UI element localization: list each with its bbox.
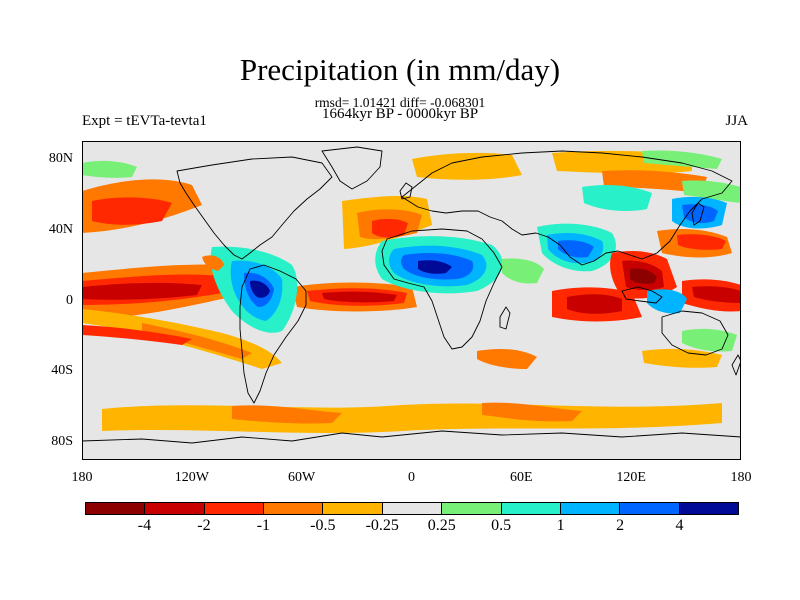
- south-america-coast: [239, 264, 307, 404]
- lon-tick-label: 180: [730, 470, 752, 485]
- precipitation-map: [82, 141, 741, 460]
- colorbar-label: 0.5: [491, 517, 512, 534]
- eurasia-coast: [401, 150, 733, 266]
- colorbar-label: -2: [197, 517, 211, 534]
- lon-tick-label: 60E: [510, 470, 533, 485]
- colorbar-label: -4: [137, 517, 152, 534]
- colorbar-swatch: [679, 503, 738, 514]
- colorbar-swatch: [323, 503, 383, 514]
- lon-tick-label: 120W: [174, 470, 209, 485]
- japan-coast: [691, 202, 705, 226]
- new-zealand-coast: [731, 354, 741, 376]
- season-label: JJA: [725, 113, 748, 129]
- colorbar-label: 4: [675, 517, 684, 534]
- north-america-coast: [176, 156, 333, 260]
- uk-coast: [399, 182, 413, 200]
- experiment-label: Expt = tEVTa-tevta1: [82, 113, 207, 129]
- lat-tick-label: 0: [66, 292, 73, 308]
- colorbar-swatch: [204, 503, 265, 514]
- lon-tick-label: 180: [71, 470, 93, 485]
- colorbar-swatch: [501, 503, 561, 514]
- colorbar-swatch: [560, 503, 621, 514]
- indonesia-coast: [621, 286, 663, 304]
- colorbar-label: -1: [256, 517, 271, 534]
- lat-tick-label: 80S: [51, 434, 73, 450]
- plot-title: Precipitation (in mm/day): [239, 52, 561, 87]
- lon-tick-label: 60W: [288, 470, 316, 485]
- lat-tick-label: 40S: [51, 363, 73, 379]
- greenland-coast: [321, 146, 383, 190]
- colorbar-label: -0.5: [310, 517, 336, 534]
- lat-tick-label: 80N: [48, 150, 73, 166]
- colorbar-swatch: [442, 503, 502, 514]
- colorbar: [85, 502, 739, 515]
- coastlines: [82, 146, 741, 444]
- colorbar-swatch: [145, 503, 205, 514]
- lon-tick-label: 120E: [616, 470, 646, 485]
- colorbar-swatch: [382, 503, 443, 514]
- period-subtitle: 1664kyr BP - 0000kyr BP: [321, 106, 479, 122]
- colorbar-label: 1: [556, 517, 565, 534]
- colorbar-label: 0.25: [427, 517, 456, 534]
- antarctica-coast: [82, 430, 741, 444]
- madagascar-coast: [499, 306, 511, 330]
- colorbar-swatch: [620, 503, 680, 514]
- colorbar-swatch: [86, 503, 146, 514]
- lat-tick-label: 40N: [48, 221, 73, 237]
- stats-subtitle: rmsd= 1.01421 diff= -0.068301: [314, 95, 486, 110]
- africa-coast: [381, 228, 503, 350]
- colorbar-label: -0.25: [365, 517, 399, 534]
- colorbar-label: 2: [616, 517, 625, 534]
- australia-coast: [661, 310, 729, 356]
- lon-tick-label: 0: [408, 470, 415, 485]
- colorbar-swatch: [264, 503, 324, 514]
